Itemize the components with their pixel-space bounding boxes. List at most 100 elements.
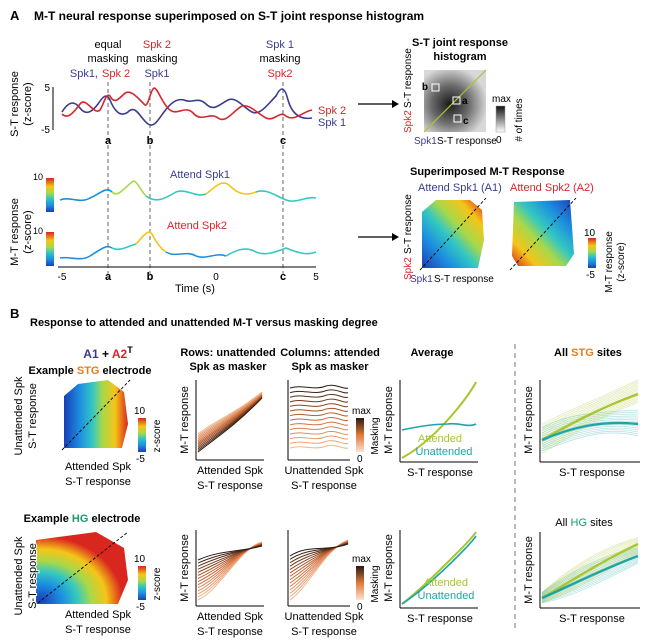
all-stg-title: All STG sites (554, 347, 622, 359)
sup-cbar-label-2: (z-score) (616, 242, 627, 281)
sup-colorbar (588, 238, 596, 268)
cols-stg-line (289, 403, 349, 408)
stg-cbar-bottom: -5 (136, 454, 145, 465)
arrow-right-icon (358, 100, 399, 108)
mask-cbar-label-stg: Masking (370, 417, 381, 454)
cols-stg-line (289, 398, 349, 403)
time-tick-neg5: -5 (58, 272, 67, 283)
cols-stg-line (289, 435, 349, 440)
avg-stg-attended-label: Attended (418, 433, 462, 445)
all-hg-title: All HG sites (555, 517, 613, 529)
cols-stg-line (289, 421, 349, 426)
all-stg-attended-trace (541, 389, 639, 439)
legend-spk2: Spk 2 (318, 105, 346, 117)
all-hg-unattended-trace (541, 560, 639, 602)
all-stg-ylabel: M-T response (523, 386, 535, 454)
mt-trace-attend-spk1 (59, 180, 317, 202)
hist-cbar-label: # of times (514, 98, 525, 141)
rows-stg-line (197, 397, 263, 453)
rows-stg-ylabel: M-T response (179, 386, 191, 454)
marker-c-bottom: c (280, 271, 286, 283)
all-hg-attended-trace (541, 551, 639, 603)
hg-heat-ylabel-1: Unattended Spk (13, 536, 25, 615)
hist-point-b: b (422, 82, 428, 93)
hist-ylabel: S-T response (403, 48, 414, 108)
rows-stg-lines (197, 391, 263, 453)
all-hg-unattended-trace (541, 561, 639, 603)
all-stg-attended-trace (541, 398, 639, 450)
rows-hg-xlabel-2: S-T response (197, 626, 263, 638)
cols-stg-line (289, 389, 349, 394)
mask-cbar-min-stg: 0 (357, 454, 363, 465)
stg-cbar-label: z-score (152, 419, 163, 452)
rows-stg-xlabel-2: S-T response (197, 480, 263, 492)
cols-hg-xlabel-1: Unattended Spk (285, 611, 364, 623)
stg-cbar-top: 10 (134, 406, 146, 417)
time-tick-0: 0 (213, 272, 219, 283)
cols-stg-line (289, 417, 349, 422)
sup-diagonal-a2 (509, 197, 577, 271)
hist-title-1: S-T joint response (412, 37, 508, 49)
mt-trace-attend-spk2 (59, 231, 317, 260)
all-stg-attended-trace (541, 386, 639, 434)
st-tick-top: 5 (44, 83, 50, 94)
all-stg-unattended-trace (541, 432, 639, 451)
annot-spk1-comma: Spk1, (70, 68, 98, 80)
hist-xlabel-spk: Spk1 (414, 136, 437, 147)
average-title: Average (410, 347, 453, 359)
sup-attend1: Attend Spk1 (A1) (418, 182, 502, 194)
stg-heatmap-diagonal (61, 379, 131, 451)
rows-stg-line (197, 391, 263, 435)
avg-stg-unattended-line (401, 422, 477, 431)
hist-ylabel-spk: Spk2 (403, 110, 414, 133)
cols-title-2: Spk as masker (291, 361, 369, 373)
mt-colorbar-1 (46, 178, 54, 212)
stg-heat-xlabel-1: Attended Spk (65, 461, 132, 473)
stg-heat-ylabel-1: Unattended Spk (13, 376, 25, 455)
cols-title-1: Columns: attended (280, 347, 380, 359)
all-stg-xlabel: S-T response (559, 467, 625, 479)
cols-stg-line (289, 384, 349, 389)
all-hg-unattended-trace (541, 562, 639, 604)
avg-hg-attended-label: Attended (424, 577, 468, 589)
panel-b-letter: B (10, 306, 19, 321)
sup-ylabel: S-T response (403, 194, 414, 254)
marker-b-top: b (147, 135, 154, 147)
hist-colorbar (495, 105, 506, 133)
rows-stg-line (197, 393, 263, 440)
rows-stg-line (197, 393, 263, 441)
avg-stg-xlabel: S-T response (407, 467, 473, 479)
stg-heat-ylabel-2: S-T response (27, 383, 39, 449)
cols-hg-lines (289, 539, 349, 601)
all-hg-attended-trace (541, 543, 639, 597)
cols-stg-line (289, 444, 349, 449)
legend-spk1: Spk 1 (318, 117, 346, 129)
all-stg-unattended-trace (541, 417, 639, 436)
panel-b-title: Response to attended and unattended M-T … (30, 317, 378, 329)
rows-stg-line (197, 395, 263, 446)
cols-stg-xlabel-1: Unattended Spk (285, 465, 364, 477)
sup-xlabel: S-T response (434, 274, 494, 285)
annot-equal-2: masking (88, 53, 129, 65)
sup-attend2: Attend Spk2 (A2) (510, 182, 594, 194)
annot-spk2-a: Spk 2 (102, 68, 130, 80)
stg-heat-xlabel-2: S-T response (65, 476, 131, 488)
all-hg-attended-trace (541, 539, 639, 595)
cols-stg-lines (289, 384, 349, 449)
hist-cbar-min: 0 (496, 135, 502, 146)
rows-stg-xlabel-1: Attended Spk (197, 465, 264, 477)
sup-diagonal-a1 (419, 197, 487, 271)
marker-a-bottom: a (105, 271, 112, 283)
cols-stg-line (289, 430, 349, 436)
hg-cbar-label: z-score (152, 567, 163, 600)
all-stg-unattended-trace (541, 424, 639, 443)
hist-point-boxes (431, 83, 462, 123)
attend-spk2-label: Attend Spk2 (167, 220, 227, 232)
annot-masking-b: masking (137, 53, 178, 65)
sup-cbar-bottom: -5 (586, 270, 595, 281)
hist-diagonal (423, 69, 487, 133)
mask-cbar-label-hg: Masking (370, 565, 381, 602)
avg-hg-unattended-line (401, 535, 477, 605)
all-hg-attended-mean (541, 542, 639, 600)
all-stg-attended-trace (541, 382, 639, 430)
